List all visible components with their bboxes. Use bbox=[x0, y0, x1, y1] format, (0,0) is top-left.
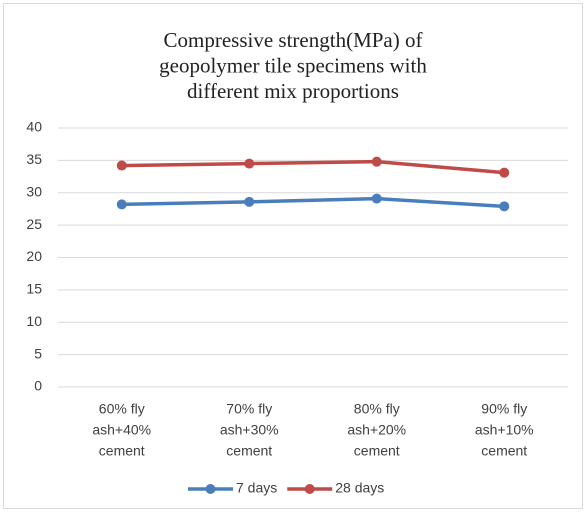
data-point bbox=[116, 160, 127, 171]
x-tick-label: 60% fly bbox=[99, 401, 145, 417]
x-tick-label: ash+30% bbox=[220, 422, 279, 438]
data-point bbox=[244, 196, 255, 207]
x-tick-label: ash+10% bbox=[475, 422, 534, 438]
chart-border bbox=[3, 3, 583, 509]
x-tick-label: cement bbox=[226, 443, 272, 459]
y-tick-label: 25 bbox=[26, 216, 42, 232]
y-tick-label: 30 bbox=[26, 183, 42, 199]
x-tick-label: cement bbox=[354, 443, 400, 459]
x-tick-label: ash+20% bbox=[347, 422, 406, 438]
data-point bbox=[371, 156, 382, 167]
legend-label: 28 days bbox=[335, 480, 384, 496]
data-point bbox=[116, 199, 127, 210]
y-tick-label: 40 bbox=[26, 119, 42, 135]
x-tick-label: 80% fly bbox=[354, 401, 400, 417]
chart-title: Compressive strength(MPa) of bbox=[164, 28, 423, 52]
y-tick-label: 35 bbox=[26, 151, 42, 167]
x-tick-label: ash+40% bbox=[92, 422, 151, 438]
y-tick-label: 10 bbox=[26, 313, 42, 329]
legend-marker bbox=[304, 484, 315, 494]
chart-title: geopolymer tile specimens with bbox=[159, 53, 427, 77]
data-point bbox=[371, 193, 382, 204]
data-point bbox=[499, 167, 510, 178]
y-tick-label: 15 bbox=[26, 281, 42, 297]
legend-marker bbox=[205, 484, 216, 494]
series-line bbox=[121, 196, 505, 209]
x-tick-label: 70% fly bbox=[226, 401, 272, 417]
data-point bbox=[499, 201, 510, 212]
x-tick-label: cement bbox=[481, 443, 527, 459]
y-tick-label: 0 bbox=[34, 378, 42, 394]
legend-label: 7 days bbox=[236, 480, 277, 496]
x-tick-label: 90% fly bbox=[481, 401, 527, 417]
y-tick-label: 20 bbox=[26, 248, 42, 264]
x-tick-label: cement bbox=[99, 443, 145, 459]
series-line bbox=[121, 159, 505, 175]
y-tick-label: 5 bbox=[34, 345, 42, 361]
chart-title: different mix proportions bbox=[187, 79, 399, 103]
data-point bbox=[244, 158, 255, 169]
